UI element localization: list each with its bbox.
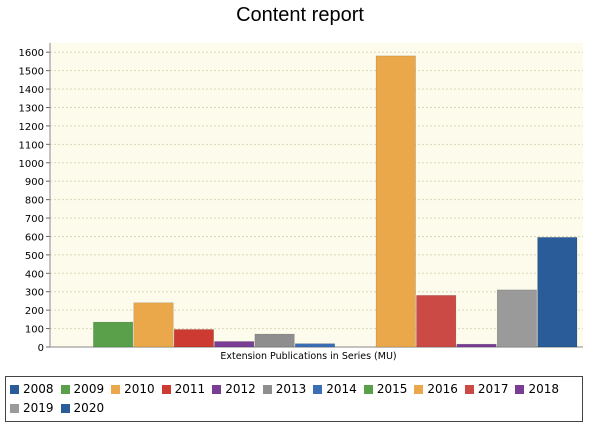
y-tick-label: 900 xyxy=(25,177,44,188)
legend-swatch xyxy=(111,385,121,394)
bar-2010 xyxy=(133,302,174,348)
legend-swatch xyxy=(212,385,222,394)
legend-item-2017: 2017 xyxy=(464,380,509,399)
legend-swatch xyxy=(313,385,323,394)
legend-label: 2018 xyxy=(528,382,560,396)
legend-label: 2008 xyxy=(23,382,54,396)
legend-swatch xyxy=(10,404,19,413)
legend-swatch xyxy=(60,385,70,394)
legend-item-2012: 2012 xyxy=(212,380,256,399)
legend-swatch xyxy=(515,385,525,394)
legend-label: 2013 xyxy=(275,382,307,396)
legend-swatch xyxy=(161,385,171,394)
y-tick-label: 1100 xyxy=(19,140,44,151)
y-tick-label: 1000 xyxy=(19,159,44,170)
y-tick-label: 300 xyxy=(25,288,44,299)
legend-label: 2009 xyxy=(73,382,105,396)
bar-2020 xyxy=(537,237,578,348)
legend-swatch xyxy=(10,385,19,394)
legend-swatch xyxy=(363,385,373,394)
y-tick-label: 100 xyxy=(25,325,44,336)
y-tick-label: 800 xyxy=(25,196,44,207)
legend-item-2013: 2013 xyxy=(262,380,307,399)
y-tick-label: 600 xyxy=(25,232,44,243)
legend-label: 2010 xyxy=(124,382,155,396)
legend-swatch xyxy=(60,404,70,413)
bar-chart: 0 100 200 300 400 500 600 700 800 900 1000 1100 1200… xyxy=(19,43,583,362)
chart-title: Content report xyxy=(236,4,364,26)
legend-label: 2012 xyxy=(225,382,256,396)
legend-label: 2015 xyxy=(376,382,408,396)
x-category-label: Extension Publications in Series (MU) xyxy=(220,351,396,362)
y-tick-label: 500 xyxy=(25,251,44,262)
legend-label: 2017 xyxy=(477,382,509,396)
bar-2012 xyxy=(214,341,255,348)
bar-2014 xyxy=(295,343,335,348)
y-tick-label: 0 xyxy=(38,343,44,354)
y-tick-label: 1300 xyxy=(19,103,44,114)
plot-area xyxy=(50,43,583,347)
y-tick-label: 1200 xyxy=(19,122,44,133)
y-tick-label: 1400 xyxy=(19,85,44,96)
y-tick-label: 1600 xyxy=(19,48,44,59)
legend-item-2019: 2019 xyxy=(10,399,54,418)
bar-2011 xyxy=(173,329,214,348)
legend-label: 2014 xyxy=(326,382,357,396)
legend-item-2009: 2009 xyxy=(60,380,105,399)
legend-label: 2020 xyxy=(73,401,105,415)
legend-item-2011: 2011 xyxy=(161,380,206,399)
legend-item-2015: 2015 xyxy=(363,380,408,399)
legend-item-2020: 2020 xyxy=(60,399,105,418)
legend-label: 2016 xyxy=(427,382,458,396)
legend-item-2016: 2016 xyxy=(414,380,458,399)
legend-label: 2019 xyxy=(23,401,54,415)
bar-2016 xyxy=(375,55,416,348)
y-tick-label: 400 xyxy=(25,269,44,280)
legend-swatch xyxy=(262,385,272,394)
y-tick-label: 700 xyxy=(25,214,44,225)
bar-2009 xyxy=(93,321,134,348)
bar-2013 xyxy=(254,333,295,348)
bar-2017 xyxy=(416,295,457,348)
legend-swatch xyxy=(414,385,424,394)
legend-label: 2011 xyxy=(174,382,206,396)
y-tick-label: 1500 xyxy=(19,67,44,78)
bar-2018 xyxy=(456,343,497,348)
legend-item-2018: 2018 xyxy=(515,380,559,399)
legend-item-2010: 2010 xyxy=(111,380,155,399)
legend-item-2008: 2008 xyxy=(10,380,54,399)
bar-2019 xyxy=(496,289,537,348)
legend-swatch xyxy=(464,385,474,394)
chart-legend: 2008 2009 2010 2011 2012 2013 2014 2015 2016 2017… xyxy=(5,376,583,422)
legend-item-2014: 2014 xyxy=(313,380,357,399)
y-tick-label: 200 xyxy=(25,306,44,317)
